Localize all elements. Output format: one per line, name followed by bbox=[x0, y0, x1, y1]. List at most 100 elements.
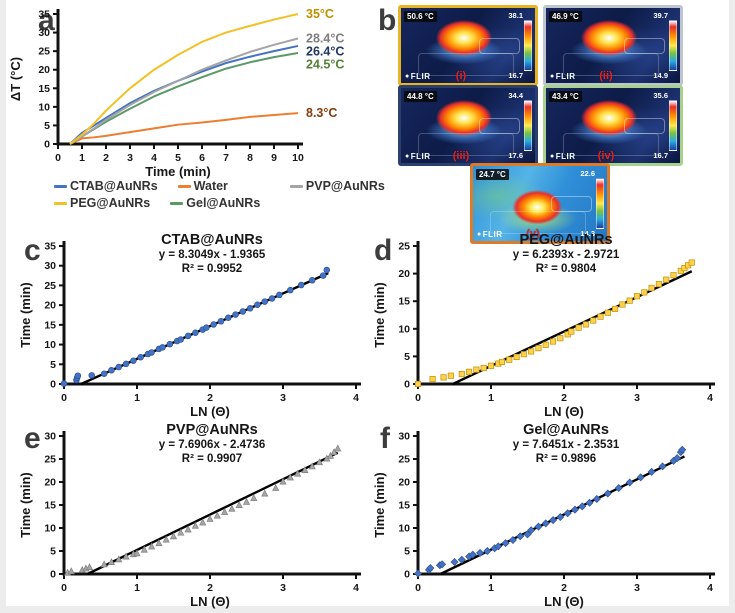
axis-text: 10 bbox=[44, 523, 56, 535]
panel-a: a 0 5 10 15 20 25 30 35 0 1 2 3 4 5 6 7 8 9 10 Time (min) ΔT… bbox=[8, 2, 385, 228]
axis-text: 4 bbox=[707, 392, 713, 404]
temperature-scalebar bbox=[669, 100, 677, 151]
axis-text: 0 bbox=[50, 569, 56, 581]
scale-min-value: 14.3 bbox=[580, 229, 595, 238]
max-temp-readout: 46.9 °C bbox=[549, 11, 582, 22]
axis-text: 7 bbox=[223, 152, 229, 164]
scale-min-value: 14.9 bbox=[653, 71, 668, 80]
axis-text: 15 bbox=[44, 500, 56, 512]
legend-label: PVP@AuNRs bbox=[305, 179, 385, 193]
axis-text: 3 bbox=[280, 582, 286, 594]
image-numeral-label: (i) bbox=[455, 70, 467, 82]
scale-min-value: 16.7 bbox=[508, 71, 523, 80]
x-axis-label: LN (Θ) bbox=[544, 404, 584, 419]
flir-logo-text: FLIR bbox=[555, 152, 576, 161]
axis-text: 2 bbox=[561, 392, 567, 404]
flir-logo-icon: ● bbox=[405, 153, 410, 160]
temperature-scalebar bbox=[524, 100, 532, 151]
panel-c-label: c bbox=[24, 234, 41, 267]
flir-logo-text: FLIR bbox=[555, 72, 576, 81]
x-axis-label: LN (Θ) bbox=[190, 404, 230, 419]
legend-item-Water: Water bbox=[177, 179, 228, 193]
legend-row: CTAB@AuNRs Water PVP@AuNRs bbox=[30, 179, 385, 193]
flir-logo-icon: ● bbox=[405, 73, 410, 80]
equipment-outline bbox=[623, 38, 665, 55]
y-axis-label: Time (min) bbox=[18, 282, 33, 348]
scale-min-value: 16.7 bbox=[653, 151, 668, 160]
max-temp-readout: 24.7 °C bbox=[476, 169, 509, 180]
axis-text: 5 bbox=[404, 351, 410, 363]
temperature-scalebar bbox=[669, 20, 677, 71]
data-points bbox=[60, 266, 331, 387]
equipment-outline bbox=[490, 211, 587, 234]
flir-logo: ● FLIR bbox=[550, 72, 576, 81]
panel-b: b 50.6 °C 38.1 16.7 ● FLIR (i) 46.9 °C 39.7 14.9… bbox=[370, 0, 735, 245]
thermal-image-(iv): 43.4 °C 35.6 16.7 ● FLIR (iv) bbox=[543, 85, 683, 166]
axis-text: 0 bbox=[50, 379, 56, 391]
image-numeral-label: (iv) bbox=[597, 150, 615, 162]
axis-text: 0 bbox=[44, 139, 50, 151]
line-chart-svg: 0 5 10 15 20 25 30 35 0 1 2 3 4 5 6 7 8 9 10 Time (min) ΔT (… bbox=[8, 7, 344, 179]
data-points bbox=[64, 444, 342, 576]
temperature-scalebar bbox=[596, 178, 604, 229]
equipment-outline bbox=[478, 118, 520, 135]
axis-text: 20 bbox=[44, 300, 56, 312]
axis-text: 0 bbox=[404, 379, 410, 391]
data-points bbox=[414, 445, 687, 578]
axis-text: 5 bbox=[404, 546, 410, 558]
axis-text: 20 bbox=[398, 268, 410, 280]
equipment-outline bbox=[563, 53, 660, 76]
image-numeral-label: (iii) bbox=[452, 150, 470, 162]
axis-text: 10 bbox=[292, 152, 304, 164]
axis-text: 30 bbox=[398, 431, 410, 443]
axis-text: 15 bbox=[38, 83, 50, 95]
axis-text: 8 bbox=[247, 152, 253, 164]
axis-text: 3 bbox=[634, 582, 640, 594]
flir-logo-text: FLIR bbox=[482, 230, 503, 239]
panel-e: e PVP@AuNRs y = 7.6906x - 2.4736 R² = 0.… bbox=[14, 420, 370, 610]
axis-text: 25 bbox=[44, 454, 56, 466]
legend-swatch bbox=[170, 201, 184, 205]
axis-text: 25 bbox=[38, 46, 50, 58]
axis-text: 0 bbox=[55, 152, 61, 164]
equipment-outline bbox=[550, 196, 592, 213]
equipment-outline bbox=[418, 133, 515, 156]
max-temp-readout: 44.8 °C bbox=[404, 91, 437, 102]
legend-item-Gel@AuNRs: Gel@AuNRs bbox=[170, 196, 260, 210]
flir-logo-icon: ● bbox=[550, 153, 555, 160]
axis-text: 25 bbox=[44, 280, 56, 292]
max-temp-readout: 43.4 °C bbox=[549, 91, 582, 102]
scale-max-value: 35.6 bbox=[653, 91, 668, 100]
axis-text: 20 bbox=[398, 477, 410, 489]
flir-logo-icon: ● bbox=[550, 73, 555, 80]
axis-text: 6 bbox=[199, 152, 205, 164]
panel-e-label: e bbox=[24, 422, 41, 455]
axis-text: 15 bbox=[398, 296, 410, 308]
axis-text: 1 bbox=[134, 582, 140, 594]
scatter-chart-svg: 0 5 10 15 20 25 30 35 0 1 2 3 4 LN (Θ) Time (min) bbox=[18, 241, 361, 419]
axis-text: 5 bbox=[44, 120, 50, 132]
axis-text: 1 bbox=[488, 582, 494, 594]
panel-d: d PEG@AuNRs y = 6.2393x - 2.9721 R² = 0.… bbox=[368, 230, 724, 420]
axis-text: 3 bbox=[127, 152, 133, 164]
axis-text: 15 bbox=[44, 319, 56, 331]
axis-text: 3 bbox=[280, 392, 286, 404]
axis-text: 20 bbox=[38, 64, 50, 76]
axis-text: 4 bbox=[151, 152, 157, 164]
axes: 0 5 10 15 20 25 30 0 1 2 3 4 bbox=[398, 431, 715, 594]
flir-logo-text: FLIR bbox=[410, 152, 431, 161]
axis-text: 5 bbox=[50, 546, 56, 558]
axis-text: 0 bbox=[415, 392, 421, 404]
y-axis-label: Time (min) bbox=[372, 472, 387, 538]
flir-logo: ● FLIR bbox=[405, 72, 431, 81]
legend-item-PVP@AuNRs: PVP@AuNRs bbox=[289, 179, 385, 193]
series-line-Gel@AuNRs bbox=[69, 52, 299, 145]
gel-fit-chart: 0 5 10 15 20 25 30 0 1 2 3 4 LN (Θ) Time (min) bbox=[372, 424, 728, 613]
thermal-image-(iii): 44.8 °C 34.4 17.6 ● FLIR (iii) bbox=[398, 85, 538, 166]
x-axis-label: LN (Θ) bbox=[544, 594, 584, 609]
axes: 0 5 10 15 20 25 0 1 2 3 4 bbox=[398, 241, 715, 404]
heating-curves-chart: 0 5 10 15 20 25 30 35 0 1 2 3 4 5 6 7 8 9 10 Time (min) ΔT (… bbox=[8, 4, 370, 185]
equipment-outline bbox=[563, 133, 660, 156]
legend-item-CTAB@AuNRs: CTAB@AuNRs bbox=[54, 179, 158, 193]
